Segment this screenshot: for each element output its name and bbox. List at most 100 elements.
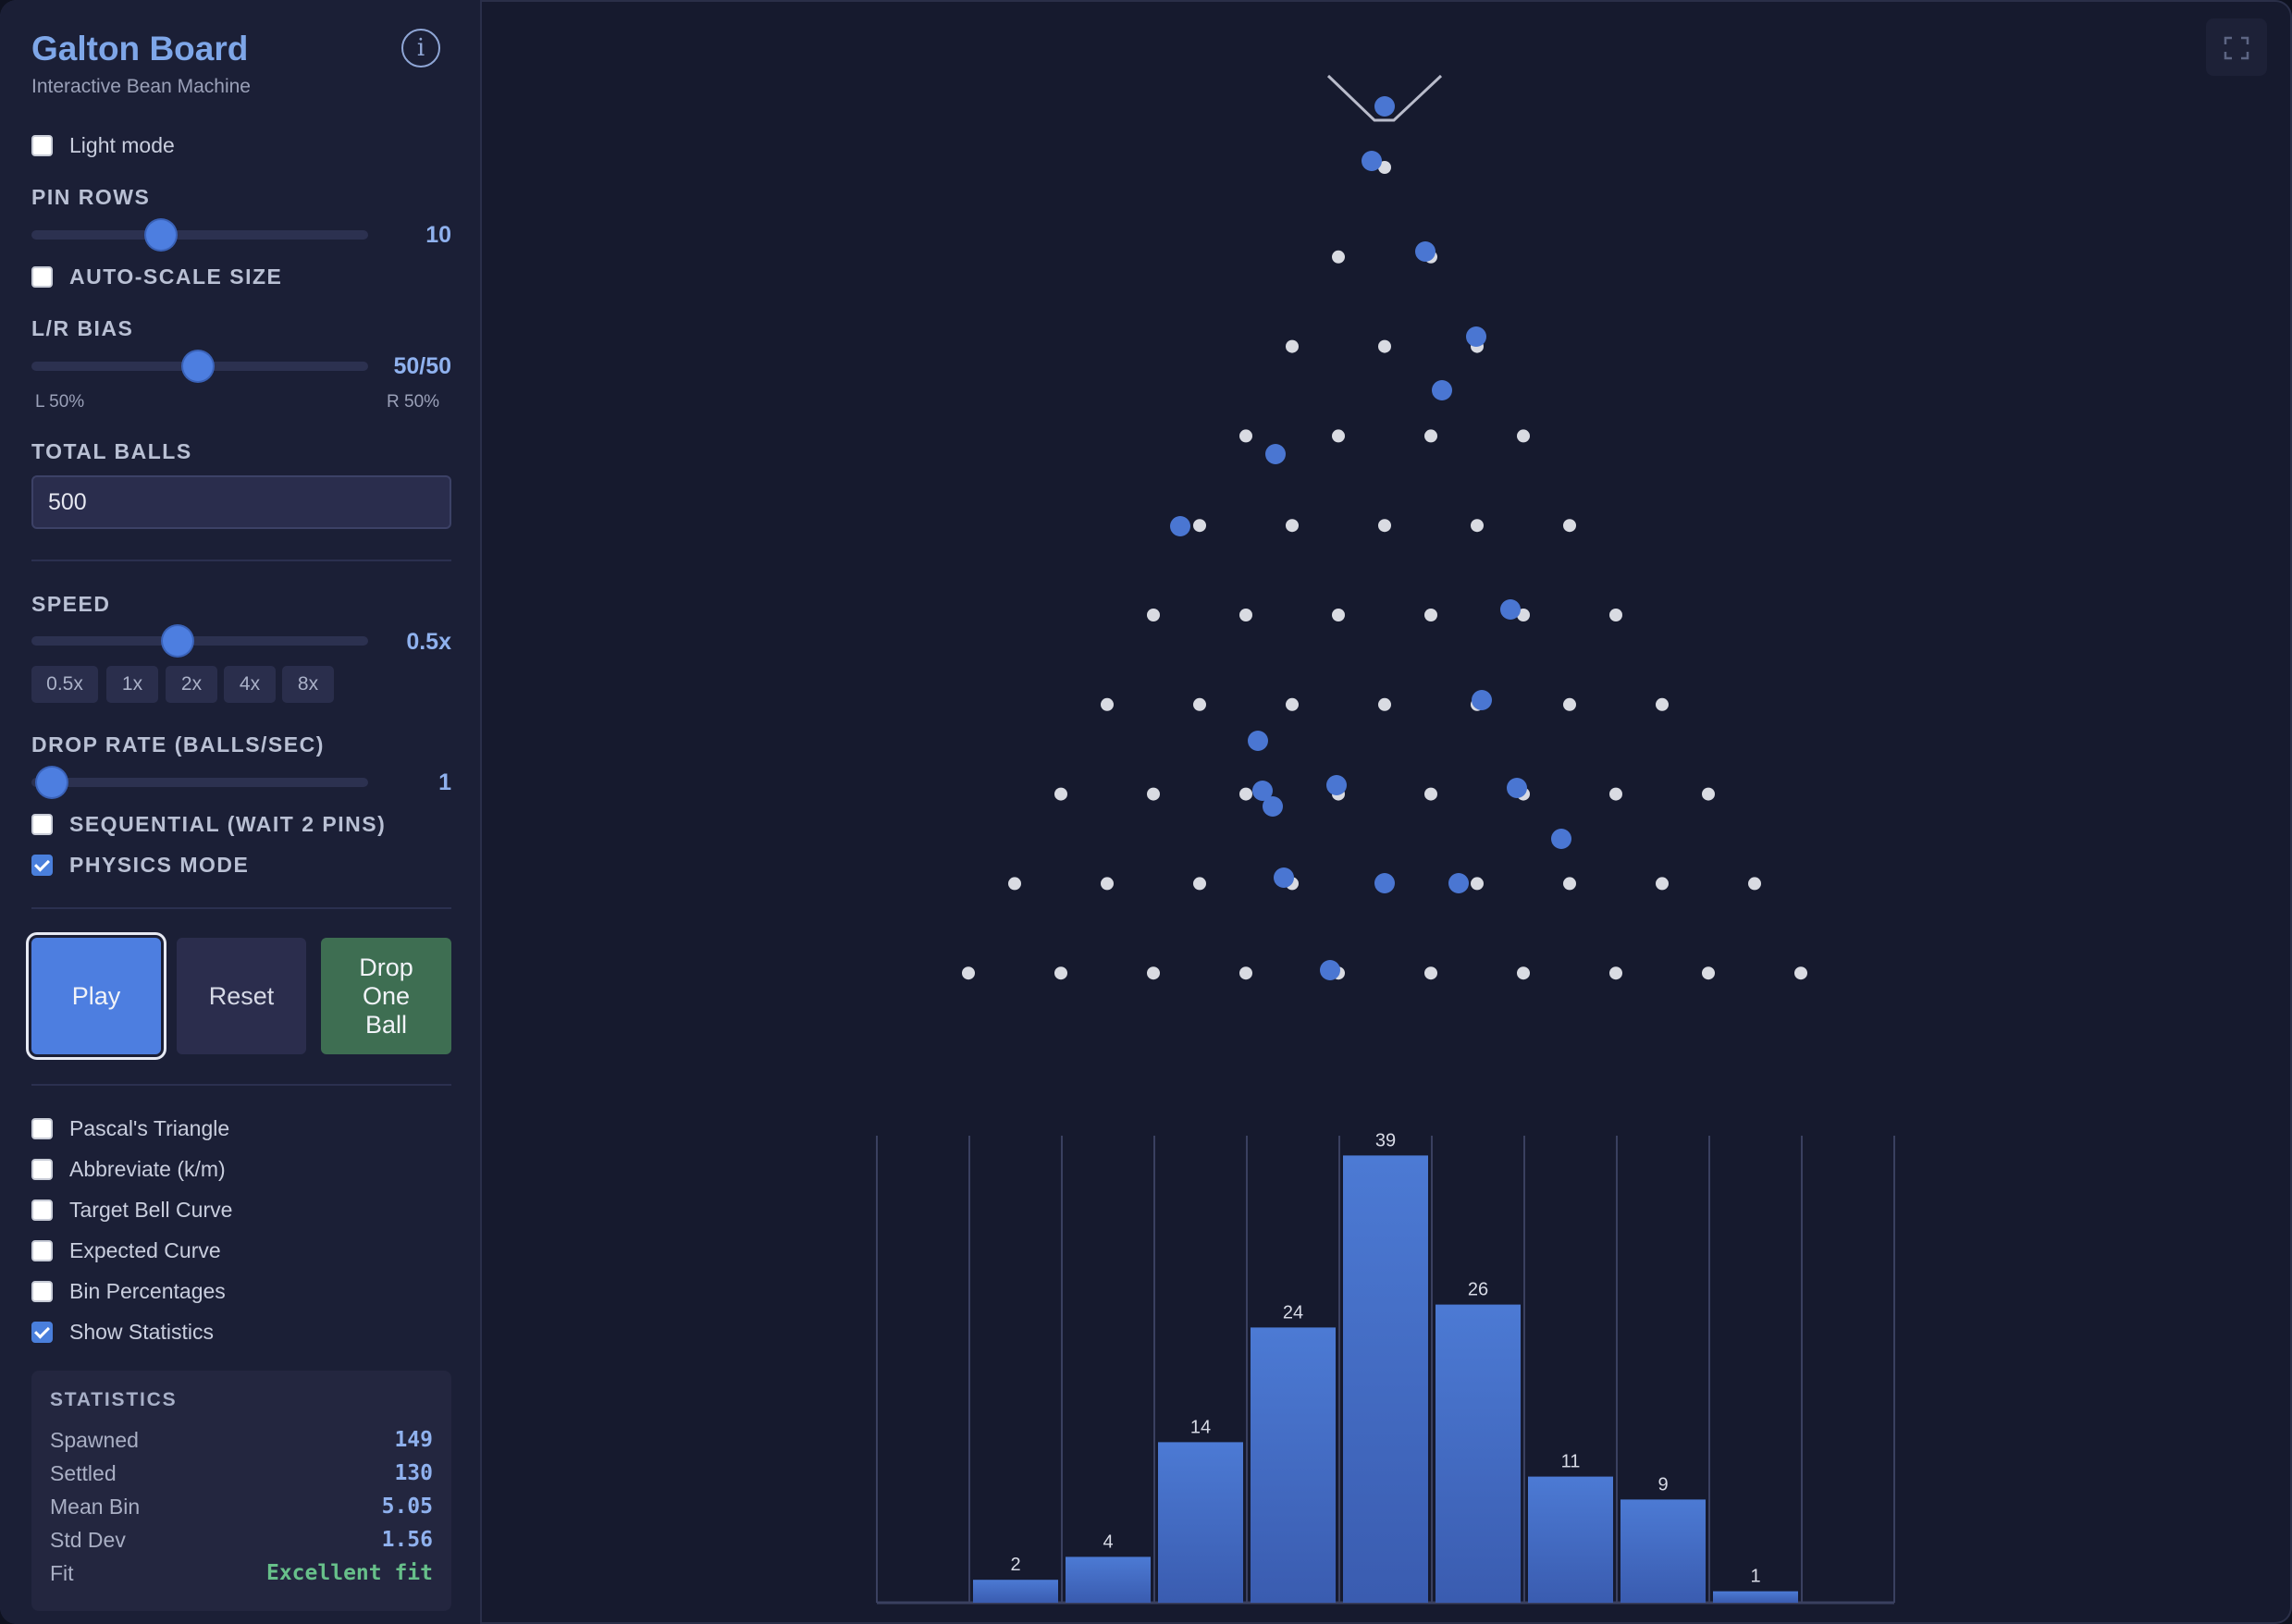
reset-button[interactable]: Reset <box>177 938 306 1054</box>
play-button[interactable]: Play <box>31 938 161 1054</box>
histogram-bar <box>1066 1556 1151 1603</box>
auto-scale-toggle[interactable]: AUTO-SCALE SIZE <box>31 263 451 290</box>
pin <box>1563 697 1576 711</box>
overlay-checkbox[interactable] <box>31 1199 53 1221</box>
statistics-panel: STATISTICS Spawned 149 Settled 130 Mean … <box>31 1371 451 1611</box>
speed-preset-1x[interactable]: 1x <box>106 666 158 703</box>
pin-rows-slider[interactable] <box>31 230 368 240</box>
histogram-bar <box>1620 1499 1706 1603</box>
pin <box>1424 429 1437 443</box>
fullscreen-button[interactable] <box>2206 18 2267 76</box>
drop-rate-slider[interactable] <box>31 778 368 787</box>
speed-slider-thumb[interactable] <box>163 626 192 656</box>
overlay-checkbox[interactable] <box>31 1280 53 1302</box>
bar-count-label: 39 <box>1375 1130 1396 1150</box>
falling-ball <box>1432 380 1452 400</box>
bar-count-label: 2 <box>1010 1555 1020 1575</box>
pin <box>1286 877 1299 891</box>
pin <box>1147 787 1160 801</box>
falling-ball <box>1263 796 1283 817</box>
pin <box>1286 339 1299 353</box>
light-mode-label: Light mode <box>69 132 175 157</box>
bin-dividers <box>876 1136 1895 1605</box>
sequential-checkbox[interactable] <box>31 813 53 835</box>
drop-one-ball-label: Drop One Ball <box>359 953 413 1039</box>
falling-ball <box>1507 778 1527 798</box>
overlay-show-statistics-toggle[interactable]: Show Statistics <box>31 1318 451 1346</box>
pin <box>1424 787 1437 801</box>
speed-preset-8x[interactable]: 8x <box>282 666 334 703</box>
pin <box>1471 519 1484 533</box>
bar-count-label: 4 <box>1103 1532 1113 1552</box>
pin <box>1702 966 1715 980</box>
total-balls-label: TOTAL BALLS <box>31 439 192 463</box>
pin-rows-slider-thumb[interactable] <box>146 220 176 250</box>
overlay-expected-curve-toggle[interactable]: Expected Curve <box>31 1236 451 1264</box>
pin <box>1609 787 1622 801</box>
pin <box>1656 877 1669 891</box>
stat-value: 5.05 <box>381 1495 433 1519</box>
bar-count-label: 24 <box>1283 1302 1303 1323</box>
stat-row-std-dev: Std Dev 1.56 <box>50 1528 433 1559</box>
overlay-abbreviate-toggle[interactable]: Abbreviate (k/m) <box>31 1155 451 1183</box>
pin <box>1239 966 1252 980</box>
pin <box>1008 877 1021 891</box>
pin <box>1424 609 1437 621</box>
speed-preset-2x[interactable]: 2x <box>166 666 217 703</box>
bias-label: L/R BIAS <box>31 316 134 340</box>
drop-rate-value: 1 <box>438 769 451 795</box>
auto-scale-checkbox[interactable] <box>31 265 53 288</box>
bar-count-label: 14 <box>1190 1417 1211 1437</box>
pin <box>1609 609 1622 621</box>
overlay-checkbox[interactable] <box>31 1321 53 1343</box>
pin <box>1378 519 1391 533</box>
overlay-pascal-toggle[interactable]: Pascal's Triangle <box>31 1114 451 1142</box>
drop-rate-slider-thumb[interactable] <box>37 768 67 797</box>
bar-count-label: 26 <box>1468 1280 1488 1300</box>
light-mode-toggle[interactable]: Light mode <box>31 131 451 159</box>
pin <box>1054 966 1067 980</box>
app-subtitle: Interactive Bean Machine <box>31 76 251 97</box>
pin <box>1193 519 1206 533</box>
overlay-label: Bin Percentages <box>69 1278 226 1303</box>
pin <box>1702 787 1715 801</box>
pin <box>1101 697 1114 711</box>
bias-slider-thumb[interactable] <box>183 351 213 381</box>
falling-ball <box>1326 775 1347 795</box>
falling-ball <box>1248 731 1268 751</box>
falling-ball <box>1170 516 1190 536</box>
stat-row-fit: Fit Excellent fit <box>50 1561 433 1593</box>
sequential-label: SEQUENTIAL (WAIT 2 PINS) <box>69 811 387 836</box>
speed-preset-4x[interactable]: 4x <box>224 666 276 703</box>
speed-preset-0-5x[interactable]: 0.5x <box>31 666 98 703</box>
overlay-bin-percentages-toggle[interactable]: Bin Percentages <box>31 1277 451 1305</box>
pin <box>1239 609 1252 621</box>
falling-ball <box>1274 867 1294 888</box>
stat-row-spawned: Spawned 149 <box>50 1428 433 1459</box>
physics-mode-toggle[interactable]: PHYSICS MODE <box>31 851 451 879</box>
info-icon[interactable]: i <box>401 29 440 68</box>
falling-ball <box>1374 873 1395 893</box>
speed-slider[interactable] <box>31 636 368 646</box>
falling-ball <box>1252 781 1273 801</box>
overlay-target-bell-toggle[interactable]: Target Bell Curve <box>31 1196 451 1224</box>
overlay-checkbox[interactable] <box>31 1158 53 1180</box>
physics-mode-checkbox[interactable] <box>31 854 53 876</box>
overlay-checkbox[interactable] <box>31 1239 53 1261</box>
stat-key: Fit <box>50 1561 74 1585</box>
histogram-bar <box>1528 1476 1613 1603</box>
total-balls-input[interactable]: 500 <box>31 475 451 529</box>
bar-count-label: 9 <box>1657 1474 1668 1495</box>
sequential-toggle[interactable]: SEQUENTIAL (WAIT 2 PINS) <box>31 810 451 838</box>
overlay-checkbox[interactable] <box>31 1117 53 1139</box>
pin <box>1378 877 1391 891</box>
light-mode-checkbox[interactable] <box>31 134 53 156</box>
stat-value: 149 <box>394 1428 433 1452</box>
pin <box>1517 429 1530 443</box>
stat-key: Mean Bin <box>50 1495 141 1519</box>
stat-row-settled: Settled 130 <box>50 1461 433 1493</box>
drop-one-ball-button[interactable]: Drop One Ball <box>321 938 451 1054</box>
pin <box>1239 787 1252 801</box>
